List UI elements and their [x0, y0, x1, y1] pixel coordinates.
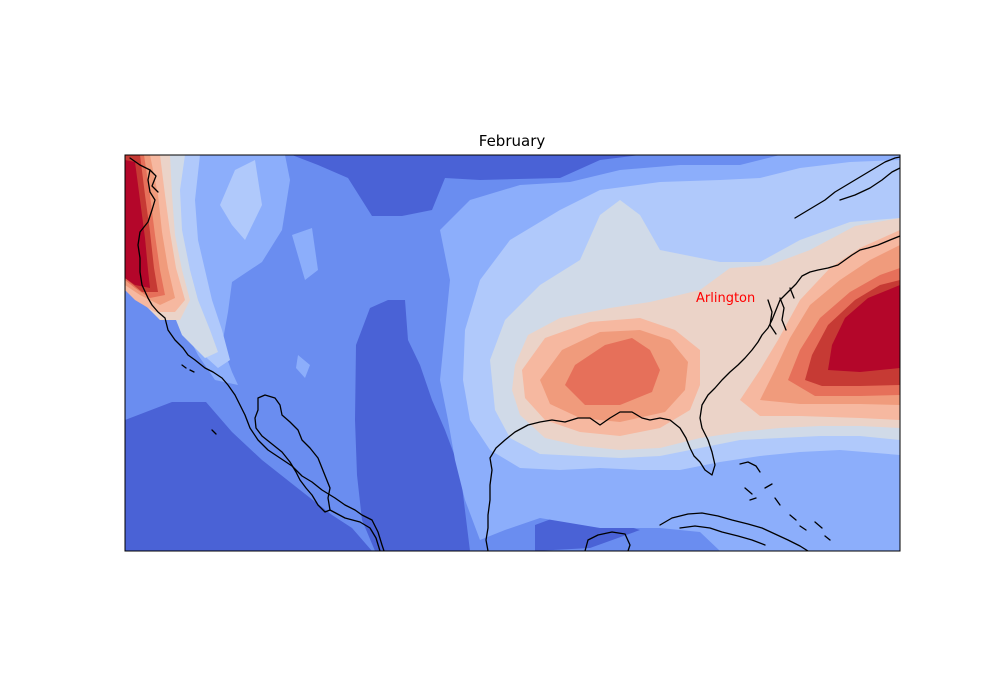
map-title: February: [479, 132, 546, 150]
coastline-pacific: [129, 157, 385, 551]
city-label-arlington: Arlington: [696, 291, 755, 306]
contour-band-gulf-low: [535, 512, 640, 551]
contour-band-west-islet: [296, 355, 310, 378]
coastline-yucatan: [584, 531, 631, 551]
contour-band-west-islet-2: [292, 228, 318, 280]
coastline-layer: [129, 156, 900, 551]
contour-band-gulf-9: [565, 338, 660, 405]
contour-band-mexico-low: [355, 300, 470, 551]
map-frame: [124, 154, 901, 552]
contour-band-north-low: [292, 155, 640, 216]
contour-band-idaho-high: [220, 160, 262, 240]
coastline-gulf-coast: [485, 235, 900, 551]
contour-band-atlantic-11: [828, 285, 900, 372]
coastline-bahamas: [739, 461, 831, 541]
coastline-northeast: [794, 156, 900, 219]
coastline-cuba-south: [679, 525, 766, 546]
coastline-cuba: [659, 512, 809, 551]
contour-band-pacific-low: [125, 402, 372, 551]
contour-band-west-11: [125, 160, 150, 288]
map-plot-area: Arlington: [125, 155, 900, 551]
contour-fill-layer: [125, 155, 900, 551]
coastline-gulf-st-lawrence: [839, 167, 900, 201]
coastline-sea-of-cortez: [329, 509, 381, 551]
coastline-puget: [149, 169, 159, 193]
coastline-chesapeake: [767, 287, 795, 335]
coastline-channel-islands: [181, 364, 217, 435]
